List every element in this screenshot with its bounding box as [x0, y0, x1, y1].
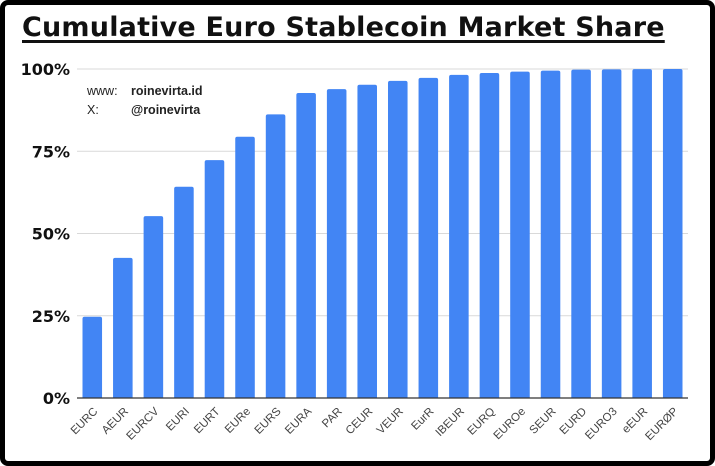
- y-tick-label: 100%: [21, 60, 70, 79]
- x-tick-label: EURI: [164, 406, 192, 434]
- x-tick-label: PAR: [320, 406, 345, 431]
- bar-EURD: [571, 69, 591, 399]
- credit-x-value: @roinevirta: [131, 103, 201, 117]
- bar-EURS: [265, 114, 286, 398]
- bar-EURA: [296, 93, 316, 398]
- bar-EURCV: [143, 216, 164, 398]
- x-tick-label: SEUR: [528, 406, 559, 437]
- x-tick-label: VEUR: [375, 406, 406, 437]
- bar-EURT: [204, 160, 225, 398]
- bar-AEUR: [113, 257, 133, 398]
- y-tick-label: 0%: [43, 389, 70, 408]
- y-tick-label: 75%: [32, 142, 70, 161]
- x-tick-label: EUROe: [492, 406, 529, 443]
- bar-CEUR: [357, 84, 378, 399]
- bar-VEUR: [387, 80, 408, 399]
- bar-EURØP: [662, 69, 683, 398]
- bar-eEUR: [632, 69, 652, 399]
- x-tick-label: EURT: [192, 406, 222, 436]
- bar-EURO3: [601, 69, 622, 398]
- x-tick-label: EURCV: [125, 405, 162, 442]
- x-tick-label: EURe: [223, 406, 253, 436]
- bar-EURe: [235, 136, 255, 399]
- bar-PAR: [326, 89, 347, 398]
- x-tick-label: EURS: [253, 405, 284, 436]
- x-tick-label: EURC: [69, 406, 101, 438]
- x-tick-label: IBEUR: [434, 406, 467, 439]
- bar-EUROe: [510, 71, 530, 398]
- bar-EURC: [82, 316, 103, 398]
- x-tick-label: EURO3: [583, 406, 620, 443]
- x-tick-label: EURA: [283, 405, 314, 436]
- bar-EURQ: [479, 72, 500, 398]
- credit-www-label: www:: [87, 84, 118, 98]
- bar-EURI: [174, 186, 194, 398]
- y-tick-label: 25%: [32, 307, 70, 326]
- bar-SEUR: [540, 70, 561, 399]
- credit-x-label: X:: [87, 103, 99, 117]
- x-tick-label: EURØP: [643, 405, 681, 443]
- x-tick-label: EurR: [409, 406, 436, 433]
- x-tick-label: CEUR: [344, 406, 376, 438]
- credit-www-value: roinevirta.id: [131, 84, 203, 98]
- chart-title: Cumulative Euro Stablecoin Market Share: [22, 12, 665, 43]
- bar-IBEUR: [449, 74, 469, 398]
- y-tick-label: 50%: [32, 225, 70, 244]
- bar-EurR: [418, 77, 439, 399]
